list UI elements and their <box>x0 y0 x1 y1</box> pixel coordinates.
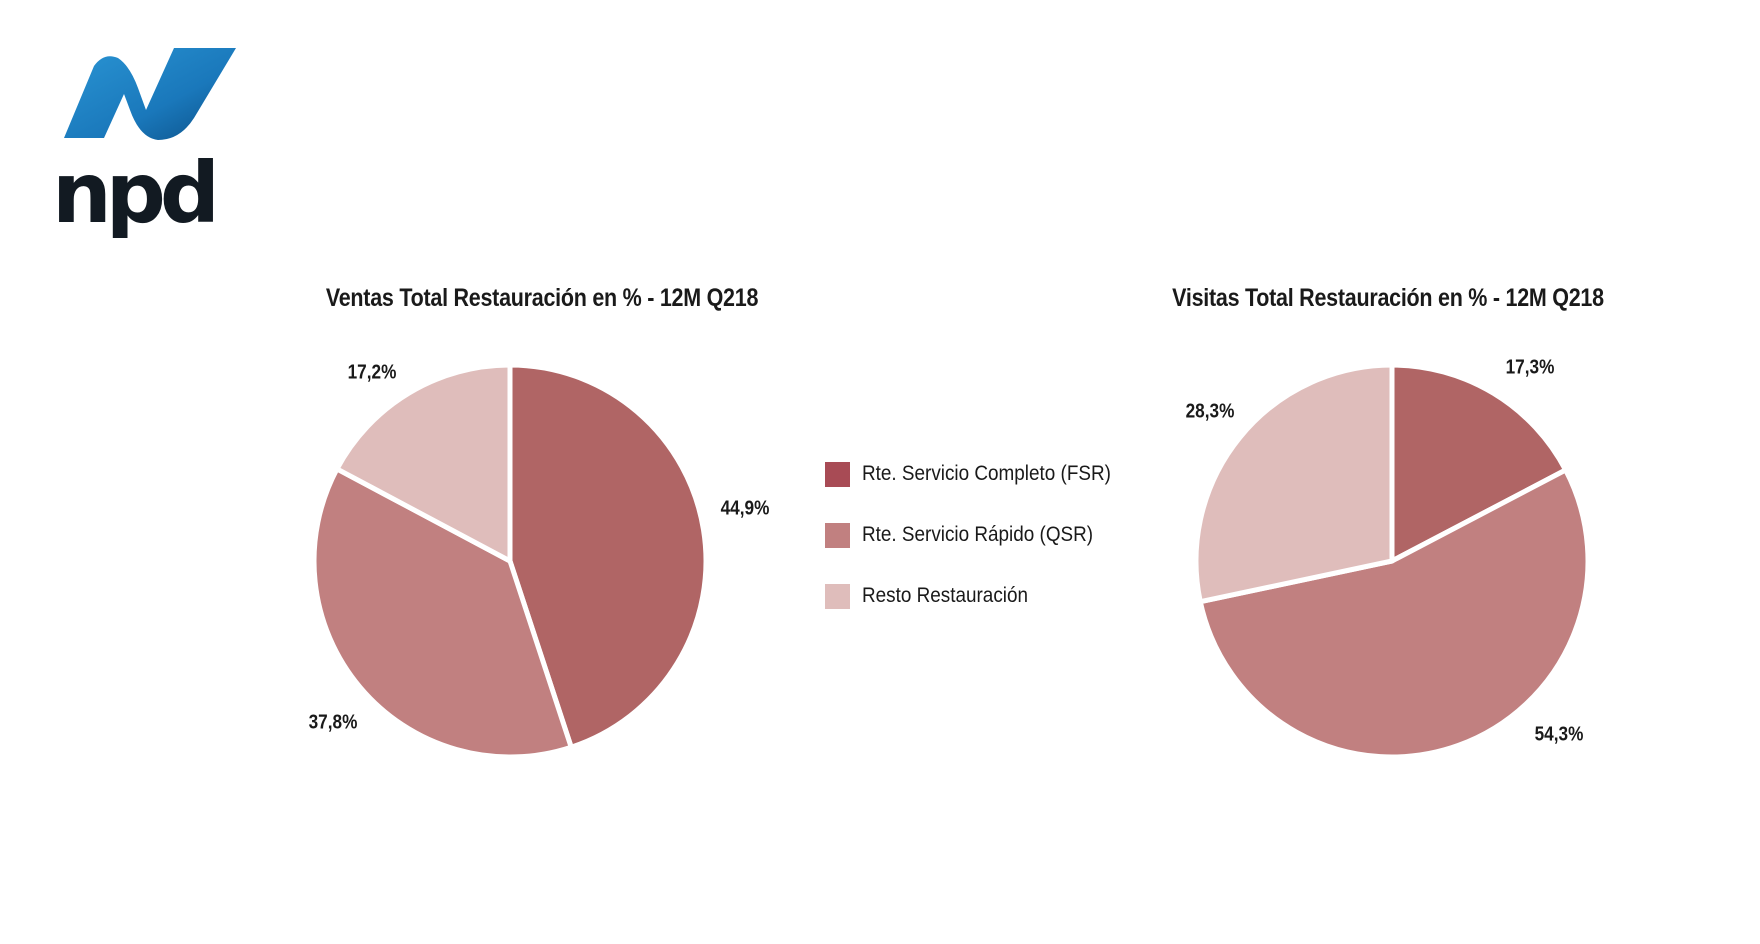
legend-swatch-resto <box>825 583 850 609</box>
label-ventas-resto: 17,2% <box>347 361 397 384</box>
label-ventas-qsr: 37,8% <box>308 711 358 734</box>
pie-slice-visitas-resto <box>1193 362 1395 605</box>
legend: Rte. Servicio Completo (FSR) Rte. Servic… <box>825 461 1139 644</box>
legend-label: Resto Restauración <box>862 584 1028 607</box>
legend-label: Rte. Servicio Rápido (QSR) <box>862 523 1094 546</box>
pie-slice-ventas-qsr <box>311 466 574 760</box>
chart-title-visitas: Visitas Total Restauración en % - 12M Q2… <box>1172 284 1604 312</box>
legend-item-resto: Resto Restauración <box>825 583 1139 609</box>
npd-logo: npd <box>54 48 236 238</box>
legend-swatch-qsr <box>825 522 850 548</box>
label-ventas-fsr: 44,9% <box>720 497 770 520</box>
pie-slice-ventas-resto <box>334 362 513 564</box>
label-visitas-resto: 28,3% <box>1185 400 1235 423</box>
legend-item-qsr: Rte. Servicio Rápido (QSR) <box>825 522 1139 548</box>
svg-text:npd: npd <box>54 144 214 238</box>
legend-label: Rte. Servicio Completo (FSR) <box>862 462 1111 485</box>
legend-swatch-fsr <box>825 461 850 487</box>
pie-slice-ventas-fsr <box>507 362 709 750</box>
legend-item-fsr: Rte. Servicio Completo (FSR) <box>825 461 1139 487</box>
pie-slice-visitas-qsr <box>1197 467 1591 760</box>
pie-slice-visitas-fsr <box>1389 362 1569 564</box>
chart-title-ventas: Ventas Total Restauración en % - 12M Q21… <box>325 284 759 312</box>
label-visitas-qsr: 54,3% <box>1534 723 1584 746</box>
label-visitas-fsr: 17,3% <box>1505 356 1555 379</box>
